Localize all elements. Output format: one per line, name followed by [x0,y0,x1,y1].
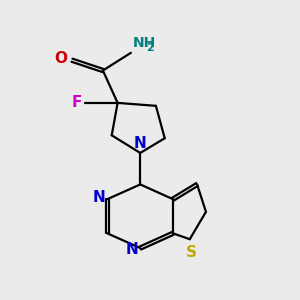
Text: N: N [125,242,138,257]
Text: N: N [134,136,147,152]
Text: F: F [71,95,82,110]
Text: O: O [55,51,68,66]
Text: 2: 2 [146,43,154,53]
Text: S: S [186,244,197,260]
Text: N: N [92,190,105,205]
Text: NH: NH [132,37,156,50]
